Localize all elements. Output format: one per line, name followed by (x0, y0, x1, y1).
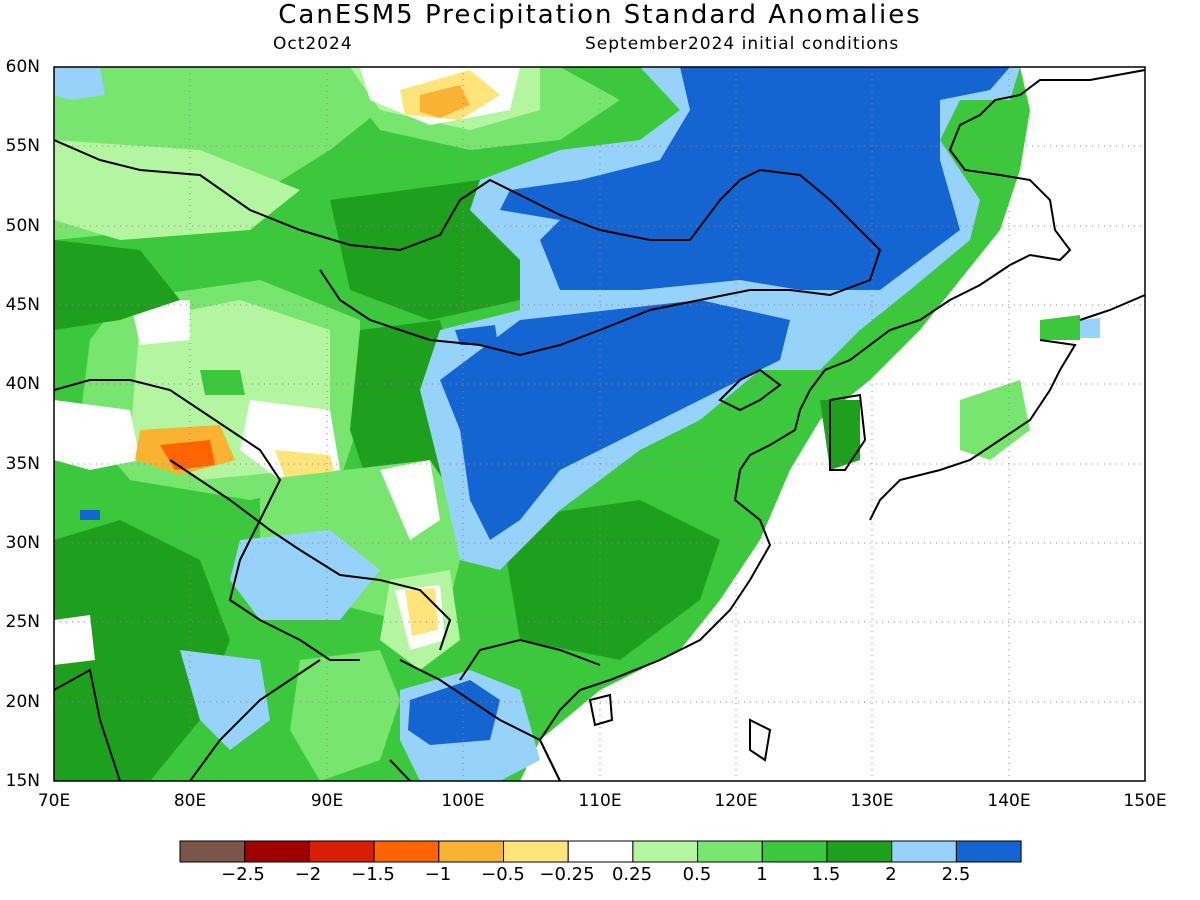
colorbar-label: 0.25 (612, 864, 652, 885)
lat-tick: 40N (6, 374, 40, 394)
map-frame (53, 66, 1146, 782)
lon-tick: 130E (850, 791, 893, 811)
lat-tick: 30N (6, 533, 40, 553)
forecast-month: Oct2024 (273, 34, 353, 54)
lat-tick: 60N (6, 57, 40, 77)
colorbar (179, 840, 1022, 863)
colorbar-swatch (761, 840, 828, 863)
colorbar-swatch (503, 840, 569, 863)
lat-tick: 55N (6, 136, 40, 156)
lat-tick: 25N (6, 612, 40, 632)
colorbar-swatch (244, 840, 310, 863)
colorbar-swatch (632, 840, 699, 863)
colorbar-label: −0.25 (539, 864, 594, 885)
lat-tick: 35N (6, 454, 40, 474)
colorbar-label: 2 (885, 864, 896, 885)
initial-conditions: September2024 initial conditions (585, 34, 900, 54)
lat-tick: 45N (6, 295, 40, 315)
colorbar-swatch (567, 840, 634, 863)
colorbar-label: −2 (295, 864, 322, 885)
lat-ticks: 15N 20N 25N 30N 35N 40N 45N 50N 55N 60N (6, 57, 40, 791)
colorbar-label: 1 (756, 864, 767, 885)
lon-tick: 90E (311, 791, 343, 811)
colorbar-swatch (179, 840, 246, 863)
colorbar-label: −1 (425, 864, 452, 885)
colorbar-labels: −2.5 −2 −1.5 −1 −0.5 −0.25 0.25 0.5 1 1.… (221, 864, 970, 885)
lon-tick: 80E (174, 791, 206, 811)
colorbar-swatch (826, 840, 893, 863)
colorbar-swatch (308, 840, 375, 863)
colorbar-swatch (438, 840, 504, 863)
lon-tick: 120E (714, 791, 757, 811)
colorbar-swatch (955, 840, 1022, 863)
colorbar-swatch (373, 840, 440, 863)
lon-tick: 70E (38, 791, 70, 811)
lon-tick: 150E (1123, 791, 1166, 811)
coastlines (54, 69, 1145, 781)
colorbar-label: 1.5 (812, 864, 841, 885)
lat-tick: 20N (6, 692, 40, 712)
colorbar-label: −1.5 (351, 864, 395, 885)
colorbar-label: 0.5 (683, 864, 712, 885)
map-title: CanESM5 Precipitation Standard Anomalies (278, 0, 922, 30)
colorbar-label: −2.5 (221, 864, 265, 885)
lat-tick: 15N (6, 771, 40, 791)
colorbar-swatch (697, 840, 763, 863)
anomaly-field (54, 67, 1145, 781)
lat-tick: 50N (6, 216, 40, 236)
colorbar-label: 2.5 (942, 864, 971, 885)
lon-tick: 140E (987, 791, 1030, 811)
colorbar-label: −0.5 (481, 864, 525, 885)
gridlines (54, 67, 1145, 781)
lon-tick: 100E (441, 791, 484, 811)
lon-tick: 110E (578, 791, 621, 811)
lon-ticks: 70E 80E 90E 100E 110E 120E 130E 140E 150… (38, 791, 1167, 811)
colorbar-swatch (891, 840, 957, 863)
